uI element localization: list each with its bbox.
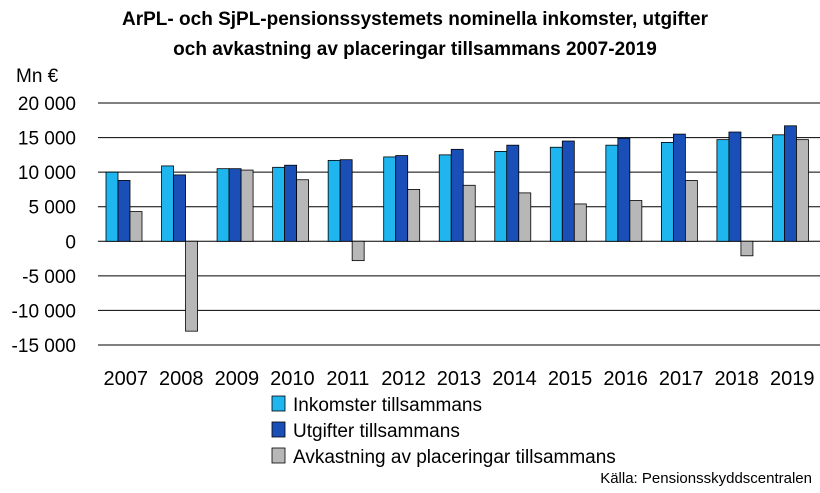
bar-2017-series-1 — [672, 133, 686, 242]
x-tick-label: 2013 — [437, 368, 482, 390]
legend-label: Inkomster tillsammans — [293, 395, 482, 416]
y-axis-unit-label: Mn € — [16, 66, 59, 87]
y-tick-label: 20 000 — [18, 94, 76, 115]
bar-2010-series-1 — [284, 164, 298, 242]
y-tick-label: -15 000 — [12, 336, 76, 357]
bar-2017-series-2 — [684, 180, 698, 242]
bar-2014-series-1 — [506, 144, 520, 242]
y-tick-label: 10 000 — [18, 163, 76, 184]
x-tick-label: 2019 — [770, 368, 815, 390]
legend-label: Utgifter tillsammans — [293, 421, 460, 442]
bar-2008-series-0 — [161, 165, 174, 242]
y-tick-label: 5 000 — [28, 198, 76, 219]
bar-2011-series-2 — [351, 240, 365, 262]
bar-2017-series-0 — [660, 142, 674, 242]
bar-2016-series-0 — [605, 144, 619, 242]
bar-2015-series-1 — [561, 140, 575, 242]
bar-2009-series-0 — [216, 168, 230, 242]
bar-2018-series-1 — [728, 131, 742, 242]
legend-swatch — [271, 447, 286, 464]
x-tick-label: 2018 — [714, 368, 759, 390]
bar-2007-series-0 — [105, 171, 119, 242]
bar-2013-series-1 — [450, 148, 464, 242]
x-tick-label: 2012 — [381, 368, 426, 390]
x-axis-ticks: 2007 2008 2009 2010 2011 2012 2013 2014 2015 2016… — [104, 368, 815, 390]
x-tick-label: 2014 — [492, 368, 537, 390]
bar-2019-series-2 — [796, 139, 809, 242]
bar-2013-series-2 — [462, 184, 476, 242]
bar-2018-series-0 — [716, 139, 730, 242]
bar-2007-series-1 — [117, 180, 131, 242]
bar-2018-series-2 — [740, 240, 754, 257]
x-tick-label: 2011 — [326, 368, 369, 390]
legend-swatch — [271, 421, 286, 438]
chart-title-line-2: och avkastning av placeringar tillsamman… — [173, 39, 657, 60]
x-tick-label: 2008 — [159, 368, 204, 390]
x-tick-label: 2015 — [548, 368, 593, 390]
bar-2009-series-2 — [240, 169, 254, 242]
legend: Inkomster tillsammans Utgifter tillsamman… — [271, 395, 616, 468]
source-note: Källa: Pensionsskyddscentralen — [600, 470, 812, 487]
y-tick-label: -5 000 — [22, 267, 76, 288]
bar-2016-series-2 — [629, 200, 643, 242]
y-tick-label: 0 — [65, 232, 76, 253]
bar-2009-series-1 — [228, 168, 242, 242]
bar-2010-series-0 — [272, 166, 286, 242]
x-tick-label: 2016 — [603, 368, 648, 390]
bar-2015-series-2 — [573, 203, 587, 242]
bar-2012-series-0 — [383, 156, 397, 242]
bar-2012-series-2 — [407, 189, 421, 242]
legend-swatch — [271, 395, 286, 412]
bar-2008-series-2 — [185, 240, 198, 332]
bar-2019-series-0 — [772, 134, 785, 242]
bar-2015-series-0 — [549, 146, 563, 242]
chart-title-line-1: ArPL- och SjPL-pensionssystemets nominel… — [122, 9, 709, 30]
x-tick-label: 2009 — [215, 368, 260, 390]
bar-2010-series-2 — [296, 179, 310, 242]
bars — [105, 125, 809, 332]
bar-2019-series-1 — [784, 125, 797, 242]
bar-2013-series-0 — [438, 154, 452, 242]
x-tick-label: 2007 — [104, 368, 149, 390]
bar-2014-series-2 — [518, 192, 532, 242]
bar-2008-series-1 — [173, 174, 186, 242]
bar-2012-series-1 — [395, 155, 409, 242]
bar-2007-series-2 — [129, 211, 143, 242]
legend-label: Avkastning av placeringar tillsammans — [293, 447, 616, 468]
bar-2011-series-1 — [339, 159, 353, 242]
bar-2016-series-1 — [617, 137, 631, 242]
bar-2011-series-0 — [327, 159, 341, 242]
x-tick-label: 2017 — [659, 368, 704, 390]
x-tick-label: 2010 — [270, 368, 315, 390]
bar-2014-series-0 — [494, 150, 508, 242]
y-axis-ticks: 20 000 15 000 10 000 5 000 0 -5 000 -10 000 -15… — [12, 94, 76, 357]
y-tick-label: -10 000 — [12, 301, 76, 322]
y-tick-label: 15 000 — [18, 129, 76, 150]
